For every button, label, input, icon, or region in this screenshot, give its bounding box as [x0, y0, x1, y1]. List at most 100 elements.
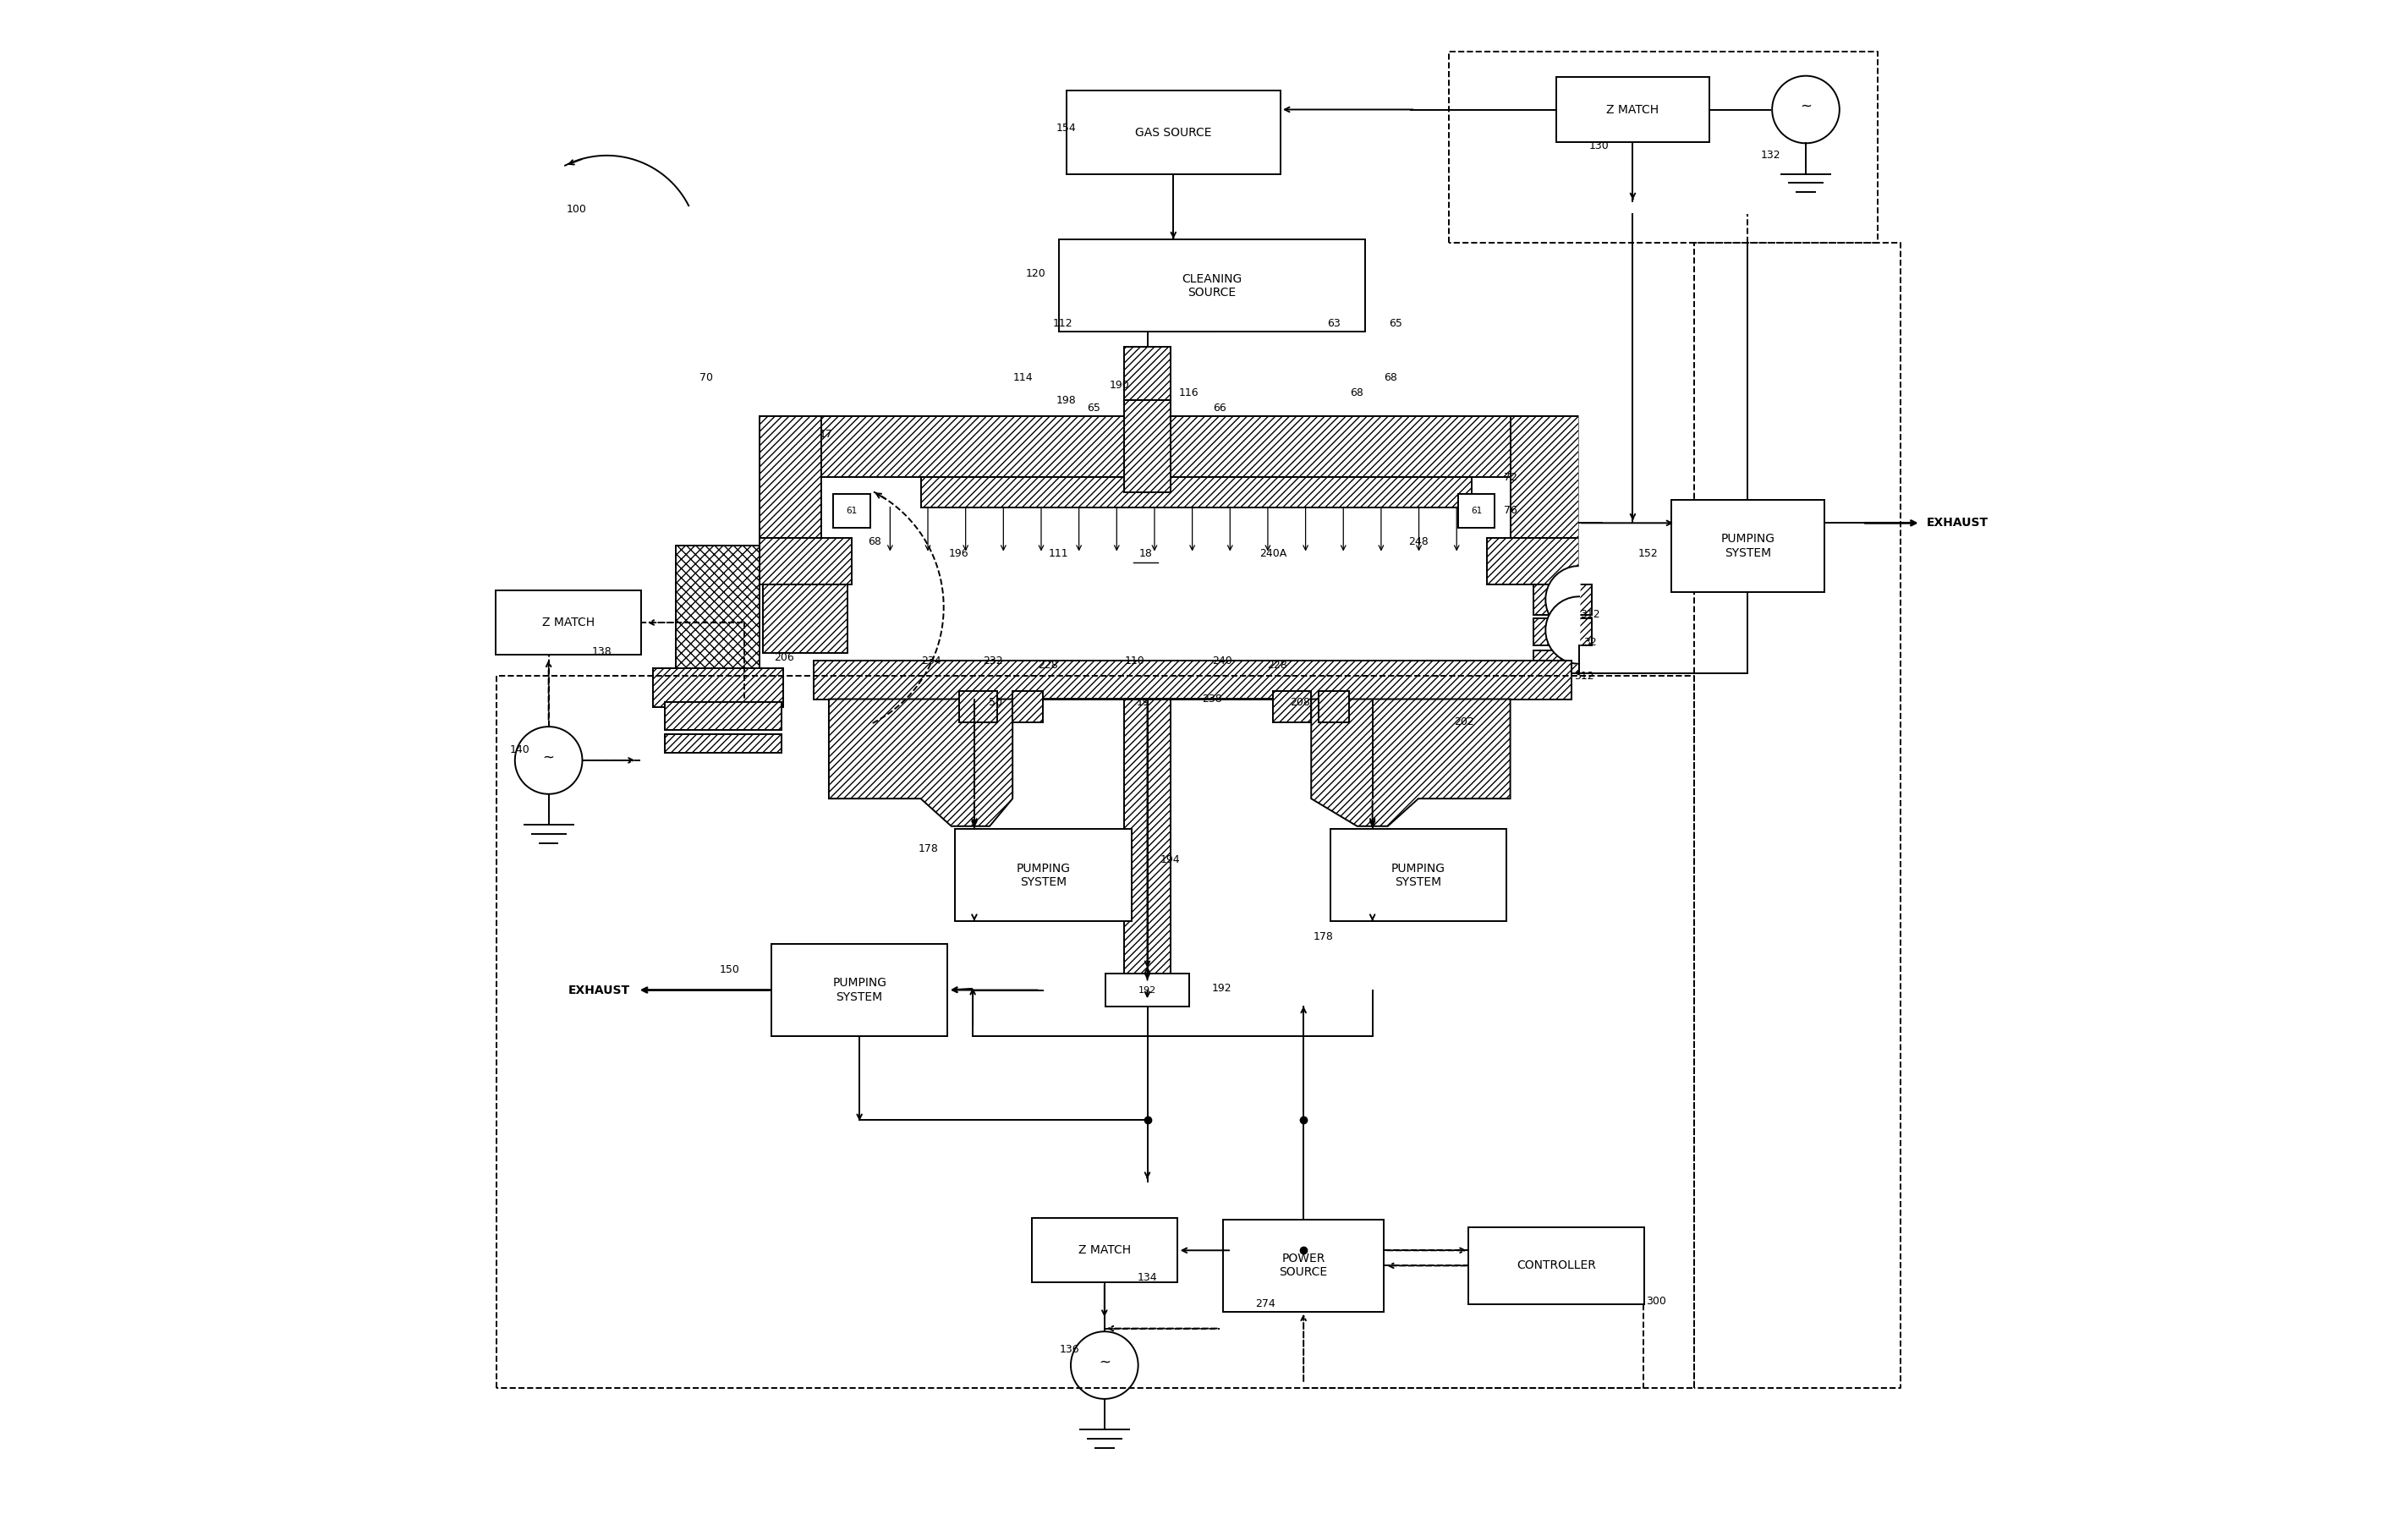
Text: 240: 240 — [1211, 656, 1233, 667]
Text: 190: 190 — [1110, 379, 1129, 390]
Text: ~: ~ — [542, 750, 554, 765]
Bar — [1556, 77, 1710, 141]
Text: 61: 61 — [845, 507, 857, 515]
Text: Z MATCH: Z MATCH — [542, 616, 595, 628]
Text: 228: 228 — [1267, 660, 1288, 671]
Text: POWER
SOURCE: POWER SOURCE — [1279, 1253, 1327, 1278]
Text: 110: 110 — [1125, 656, 1146, 667]
Bar — [1534, 650, 1580, 673]
Text: 17: 17 — [819, 429, 833, 439]
Text: 61: 61 — [1471, 507, 1483, 515]
Text: 76: 76 — [1503, 505, 1517, 516]
Text: PUMPING
SYSTEM: PUMPING SYSTEM — [1016, 862, 1069, 888]
Text: PUMPING
SYSTEM: PUMPING SYSTEM — [1722, 533, 1775, 559]
Bar — [1671, 501, 1825, 591]
Bar — [1014, 691, 1043, 722]
Text: 138: 138 — [592, 647, 612, 657]
Text: 134: 134 — [1137, 1272, 1158, 1284]
Bar — [1067, 91, 1281, 175]
Text: 68: 68 — [1351, 387, 1363, 398]
Text: 178: 178 — [1312, 931, 1334, 942]
Text: 136: 136 — [1060, 1344, 1079, 1355]
Text: 202: 202 — [1454, 717, 1474, 728]
Bar — [1329, 829, 1507, 922]
Polygon shape — [1134, 699, 1510, 826]
Text: 68: 68 — [1385, 372, 1397, 382]
Text: 66: 66 — [1214, 402, 1226, 413]
Text: CLEANING
SOURCE: CLEANING SOURCE — [1182, 273, 1243, 298]
Text: 68: 68 — [867, 536, 881, 547]
Text: 150: 150 — [720, 965, 739, 975]
Text: 111: 111 — [1047, 548, 1069, 559]
Bar — [1125, 401, 1170, 493]
Bar — [814, 416, 1572, 478]
Bar — [1469, 1227, 1645, 1304]
Text: 18: 18 — [1139, 548, 1153, 559]
Text: 120: 120 — [1026, 267, 1045, 280]
Bar — [1125, 347, 1170, 401]
Text: 114: 114 — [1014, 372, 1033, 382]
Text: CONTROLLER: CONTROLLER — [1517, 1260, 1597, 1272]
Text: PUMPING
SYSTEM: PUMPING SYSTEM — [833, 977, 886, 1003]
Bar — [761, 416, 821, 538]
Text: ~: ~ — [1098, 1355, 1110, 1370]
Text: 232: 232 — [982, 656, 1002, 667]
Text: 152: 152 — [1637, 548, 1659, 559]
Bar — [920, 478, 1471, 508]
Text: 312: 312 — [1580, 610, 1599, 621]
Bar — [1031, 1218, 1178, 1283]
Bar — [496, 590, 641, 654]
Text: 100: 100 — [566, 204, 585, 215]
Bar — [1510, 416, 1580, 538]
Text: EXHAUST: EXHAUST — [1926, 518, 1989, 528]
Bar — [814, 660, 1572, 699]
Text: 238: 238 — [1202, 694, 1221, 705]
Bar — [1320, 691, 1348, 722]
Text: 32: 32 — [1582, 637, 1597, 648]
Text: 116: 116 — [1178, 387, 1199, 398]
Bar — [771, 945, 946, 1035]
Text: 234: 234 — [922, 656, 942, 667]
Text: 132: 132 — [1760, 151, 1780, 161]
Text: 196: 196 — [949, 548, 968, 559]
Text: 140: 140 — [510, 743, 530, 756]
Text: 300: 300 — [1645, 1295, 1666, 1307]
Text: 248: 248 — [1409, 536, 1428, 547]
Polygon shape — [828, 699, 1134, 826]
Text: 192: 192 — [1139, 986, 1156, 994]
Text: 63: 63 — [1327, 318, 1341, 329]
Text: 194: 194 — [1161, 854, 1180, 865]
Bar — [1488, 538, 1580, 584]
Bar — [1534, 584, 1592, 614]
Bar — [761, 538, 852, 584]
Bar — [665, 702, 780, 730]
Bar — [956, 829, 1132, 922]
Text: Z MATCH: Z MATCH — [1079, 1244, 1132, 1256]
Text: Z MATCH: Z MATCH — [1606, 103, 1659, 115]
Text: 19: 19 — [1137, 697, 1149, 708]
Text: 112: 112 — [1052, 318, 1074, 329]
Text: 154: 154 — [1057, 123, 1076, 134]
Bar — [958, 691, 997, 722]
Text: 72: 72 — [1503, 472, 1517, 482]
Bar — [1534, 617, 1592, 645]
Text: 192: 192 — [1211, 983, 1230, 994]
Bar — [1105, 974, 1190, 1008]
Text: ~: ~ — [1799, 98, 1811, 114]
Bar — [763, 584, 848, 653]
Bar — [665, 734, 780, 753]
Text: 312: 312 — [1575, 671, 1594, 682]
Bar — [1223, 1220, 1385, 1312]
Text: 206: 206 — [775, 653, 795, 664]
Text: 274: 274 — [1255, 1298, 1276, 1310]
Text: 70: 70 — [701, 372, 713, 382]
Text: 198: 198 — [1057, 395, 1076, 406]
Text: 208: 208 — [1291, 697, 1310, 708]
Bar — [1060, 240, 1365, 332]
Text: 130: 130 — [1589, 141, 1609, 152]
Text: 228: 228 — [1038, 660, 1057, 671]
Text: PUMPING
SYSTEM: PUMPING SYSTEM — [1392, 862, 1445, 888]
Text: 50: 50 — [990, 697, 1002, 708]
Bar — [1274, 691, 1312, 722]
Text: 65: 65 — [1389, 318, 1401, 329]
